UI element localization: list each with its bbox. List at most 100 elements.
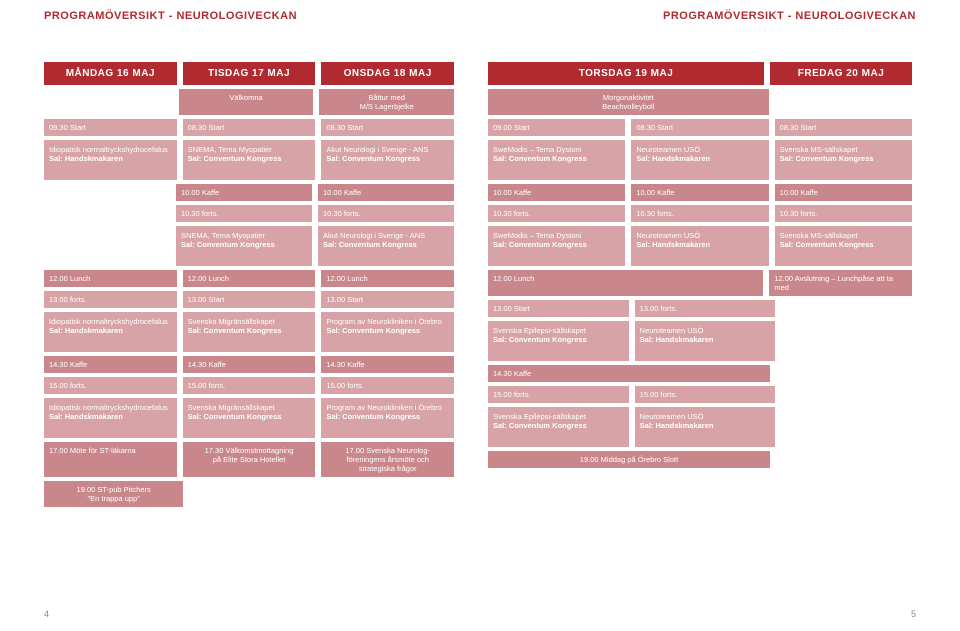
- s2-thu-b: Neuroteamen USÖ Sal: Handskmakaren: [631, 226, 768, 266]
- kaffe2-mon: 14.30 Kaffe: [44, 356, 177, 373]
- s3-mon-r: Sal: Handskmakaren: [49, 326, 172, 335]
- evening-wed-l1: 17.00 Svenska Neurolog-: [345, 446, 430, 455]
- s1-thu-a: SweModis – Tema Dystoni Sal: Conventum K…: [488, 140, 625, 180]
- evening-tue: 17.30 Välkomstmottagning på Elite Stora …: [183, 442, 316, 477]
- s1-fri: Svenska MS-sällskapet Sal: Conventum Kon…: [775, 140, 912, 180]
- time-wed-1: 08.30 Start: [321, 119, 454, 136]
- s3-tue: Svenska Migränsällskapet Sal: Conventum …: [183, 312, 316, 352]
- s4-mon-t: Idiopatisk normaltryckshydrocefalus: [49, 403, 172, 412]
- kaffe2-thu: 14.30 Kaffe: [488, 365, 770, 382]
- s2-wed: Akut Neurologi i Sverige - ANS Sal: Conv…: [318, 226, 454, 266]
- s2-tue-r: Sal: Conventum Kongress: [181, 240, 307, 249]
- evening-mon-2-l1: 19.00 ST-pub Pitchers: [77, 485, 151, 494]
- s1-thu-a-t: SweModis – Tema Dystoni: [493, 145, 620, 154]
- evening-wed-l2: föreningens årsmöte och: [346, 455, 429, 464]
- s2-thu-a-t: SweModis – Tema Dystoni: [493, 231, 620, 240]
- s2-wed-r: Sal: Conventum Kongress: [323, 240, 449, 249]
- welcome-wed-l2: M/S Lagerbjelke: [360, 102, 414, 111]
- t1030-thu-b: 10.30 forts.: [631, 205, 768, 222]
- t1500-thu-b: 15.00 forts.: [635, 386, 776, 403]
- s4-wed: Program av Neurokliniken i Örebro Sal: C…: [321, 398, 454, 438]
- s3-wed: Program av Neurokliniken i Örebro Sal: C…: [321, 312, 454, 352]
- welcome-wed: Båttur med M/S Lagerbjelke: [319, 89, 454, 115]
- s4-tue: Svenska Migränsällskapet Sal: Conventum …: [183, 398, 316, 438]
- s2-tue-t: SNEMA, Tema Myopatier: [181, 231, 307, 240]
- s4-mon: Idiopatisk normaltryckshydrocefalus Sal:…: [44, 398, 177, 438]
- t1300-thu-a: 13.00 Start: [488, 300, 629, 317]
- s1-mon: Idiopatisk normaltryckshydrocefalus Sal:…: [44, 140, 177, 180]
- evening-tue-l2: på Elite Stora Hotellet: [213, 455, 286, 464]
- s1-mon-t: Idiopatisk normaltryckshydrocefalus: [49, 145, 172, 154]
- lunch-wed: 12.00 Lunch: [321, 270, 454, 287]
- t1030-tue: 10.30 forts.: [176, 205, 312, 222]
- kaffe-thu-b: 10.00 Kaffe: [631, 184, 768, 201]
- header-right: PROGRAMÖVERSIKT - NEUROLOGIVECKAN: [663, 10, 916, 22]
- s4-wed-r: Sal: Conventum Kongress: [326, 412, 449, 421]
- t1500-tue: 15.00 forts.: [183, 377, 316, 394]
- header-left: PROGRAMÖVERSIKT - NEUROLOGIVECKAN: [44, 10, 297, 22]
- s4-thu-b-t: Neuroteamen USÖ: [640, 412, 771, 421]
- time-thu-a: 09.00 Start: [488, 119, 625, 136]
- s1-wed-t: Akut Neurologi i Sverige - ANS: [326, 145, 449, 154]
- s3-wed-t: Program av Neurokliniken i Örebro: [326, 317, 449, 326]
- s2-thu-a-r: Sal: Conventum Kongress: [493, 240, 620, 249]
- s3-thu-a: Svenska Epilepsi-sällskapet Sal: Convent…: [488, 321, 629, 361]
- s2-thu-b-t: Neuroteamen USÖ: [636, 231, 763, 240]
- s2-tue: SNEMA, Tema Myopatier Sal: Conventum Kon…: [176, 226, 312, 266]
- s3-thu-a-r: Sal: Conventum Kongress: [493, 335, 624, 344]
- welcome-tue: Välkomna: [179, 89, 314, 115]
- s3-thu-b-t: Neuroteamen USÖ: [640, 326, 771, 335]
- day-wed: ONSDAG 18 MAJ: [321, 62, 454, 85]
- s3-wed-r: Sal: Conventum Kongress: [326, 326, 449, 335]
- t1030-wed: 10.30 forts.: [318, 205, 454, 222]
- s1-tue: SNEMA, Tema Myopatier Sal: Conventum Kon…: [183, 140, 316, 180]
- s2-wed-t: Akut Neurologi i Sverige - ANS: [323, 231, 449, 240]
- page-num-right: 5: [911, 609, 916, 619]
- s1-thu-b: Neuroteamen USÖ Sal: Handskmakaren: [631, 140, 768, 180]
- s4-thu-b-r: Sal: Handskmakaren: [640, 421, 771, 430]
- evening-tue-l1: 17.30 Välkomstmottagning: [205, 446, 294, 455]
- s4-mon-r: Sal: Handskmakaren: [49, 412, 172, 421]
- s1-thu-a-r: Sal: Conventum Kongress: [493, 154, 620, 163]
- kaffe-thu-a: 10.00 Kaffe: [488, 184, 625, 201]
- s1-wed: Akut Neurologi i Sverige - ANS Sal: Conv…: [321, 140, 454, 180]
- s4-thu-a-r: Sal: Conventum Kongress: [493, 421, 624, 430]
- s1-wed-r: Sal: Conventum Kongress: [326, 154, 449, 163]
- welcome-thu-l2: Beachvolleyboll: [602, 102, 654, 111]
- s4-thu-b: Neuroteamen USÖ Sal: Handskmakaren: [635, 407, 776, 447]
- right-program: TORSDAG 19 MAJ FREDAG 20 MAJ Morgonaktiv…: [488, 62, 912, 511]
- s1-thu-b-r: Sal: Handskmakaren: [636, 154, 763, 163]
- s4-thu-a: Svenska Epilepsi-sällskapet Sal: Convent…: [488, 407, 629, 447]
- s4-thu-a-t: Svenska Epilepsi-sällskapet: [493, 412, 624, 421]
- evening-wed-l3: strategiska frågor: [359, 464, 417, 473]
- s2-thu-b-r: Sal: Handskmakaren: [636, 240, 763, 249]
- left-program: MÅNDAG 16 MAJ TISDAG 17 MAJ ONSDAG 18 MA…: [44, 62, 454, 511]
- lunch-fri: 12.00 Avslutning – Lunchpåse att ta med: [769, 270, 912, 296]
- s1-mon-r: Sal: Handskmakaren: [49, 154, 172, 163]
- s3-thu-b: Neuroteamen USÖ Sal: Handskmakaren: [635, 321, 776, 361]
- t1300-wed: 13.00 Start: [321, 291, 454, 308]
- s3-tue-t: Svenska Migränsällskapet: [188, 317, 311, 326]
- s2-fri-r: Sal: Conventum Kongress: [780, 240, 907, 249]
- s1-fri-r: Sal: Conventum Kongress: [780, 154, 907, 163]
- s4-wed-t: Program av Neurokliniken i Örebro: [326, 403, 449, 412]
- kaffe2-tue: 14.30 Kaffe: [183, 356, 316, 373]
- evening-mon-2-l2: "En trappa upp": [87, 494, 139, 503]
- kaffe-fri: 10.00 Kaffe: [775, 184, 912, 201]
- t1500-thu-a: 15.00 forts.: [488, 386, 629, 403]
- s2-fri: Svenska MS-sällskapet Sal: Conventum Kon…: [775, 226, 912, 266]
- day-thu: TORSDAG 19 MAJ: [488, 62, 764, 85]
- page-num-left: 4: [44, 609, 49, 619]
- welcome-wed-l1: Båttur med: [368, 93, 405, 102]
- day-tue: TISDAG 17 MAJ: [183, 62, 316, 85]
- s3-mon-t: Idiopatisk normaltryckshydrocefalus: [49, 317, 172, 326]
- evening-mon-2: 19.00 ST-pub Pitchers "En trappa upp": [44, 481, 183, 507]
- s1-fri-t: Svenska MS-sällskapet: [780, 145, 907, 154]
- welcome-thu-l1: Morgonaktivitet: [603, 93, 654, 102]
- kaffe-tue: 10.00 Kaffe: [176, 184, 312, 201]
- s3-thu-a-t: Svenska Epilepsi-sällskapet: [493, 326, 624, 335]
- t1030-thu-a: 10.30 forts.: [488, 205, 625, 222]
- lunch-thu: 12.00 Lunch: [488, 270, 763, 296]
- t1500-mon: 15.00 forts.: [44, 377, 177, 394]
- welcome-thu: Morgonaktivitet Beachvolleyboll: [488, 89, 769, 115]
